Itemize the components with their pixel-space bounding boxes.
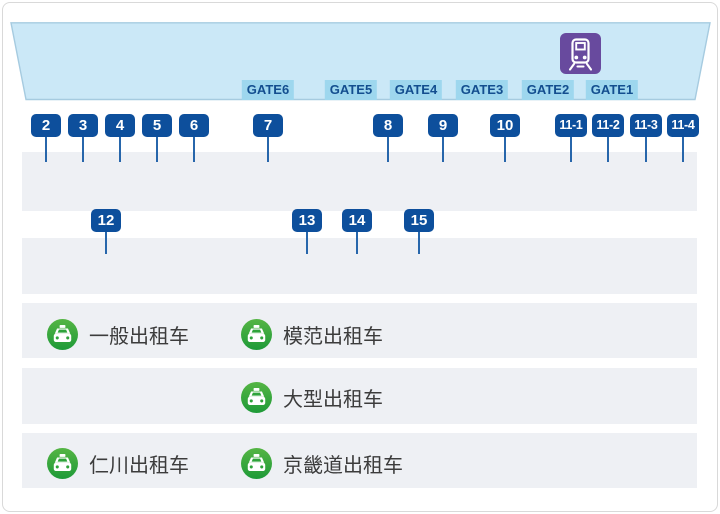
taxi-icon (47, 318, 78, 350)
taxi-band-3 (22, 433, 697, 488)
taxi-type-label: 模范出租车 (283, 325, 383, 348)
roadway-band-1 (22, 152, 697, 211)
stop-badge-11-1: 11-1 (555, 114, 587, 137)
stop-badge-11-4: 11-4 (667, 114, 699, 137)
stop-badge-11-3: 11-3 (630, 114, 662, 137)
stop-badge-8: 8 (373, 114, 403, 137)
stop-badge-10: 10 (490, 114, 520, 137)
train-icon (560, 33, 601, 74)
taxi-type-label: 大型出租车 (283, 388, 383, 411)
gate-label-1: GATE1 (585, 80, 639, 100)
gate-label-5: GATE5 (324, 80, 378, 100)
stop-badge-9: 9 (428, 114, 458, 137)
taxi-icon (47, 447, 78, 479)
gate-label-3: GATE3 (455, 80, 509, 100)
stop-badge-7: 7 (253, 114, 283, 137)
taxi-type-label: 京畿道出租车 (283, 454, 403, 477)
stop-badge-12: 12 (91, 209, 121, 232)
stop-badge-5: 5 (142, 114, 172, 137)
stop-badge-11-2: 11-2 (592, 114, 624, 137)
stop-badge-13: 13 (292, 209, 322, 232)
taxi-icon (241, 447, 272, 479)
stop-badge-3: 3 (68, 114, 98, 137)
taxi-band-2 (22, 368, 697, 424)
legend-deluxe-taxi: 模范出租车 (241, 318, 383, 350)
stop-badge-6: 6 (179, 114, 209, 137)
stop-badge-2: 2 (31, 114, 61, 137)
legend-general-taxi: 一般出租车 (47, 318, 189, 350)
gate-label-2: GATE2 (521, 80, 575, 100)
roadway-band-2 (22, 238, 697, 294)
taxi-icon (241, 381, 272, 413)
gate-label-4: GATE4 (389, 80, 443, 100)
taxi-type-label: 仁川出租车 (89, 454, 189, 477)
taxi-type-label: 一般出租车 (89, 325, 189, 348)
gate-label-6: GATE6 (241, 80, 295, 100)
legend-gyeonggi-taxi: 京畿道出租车 (241, 447, 403, 479)
stop-badge-15: 15 (404, 209, 434, 232)
stop-badge-4: 4 (105, 114, 135, 137)
legend-large-taxi: 大型出租车 (241, 381, 383, 413)
taxi-band-1 (22, 303, 697, 358)
taxi-icon (241, 318, 272, 350)
legend-incheon-taxi: 仁川出租车 (47, 447, 189, 479)
stop-badge-14: 14 (342, 209, 372, 232)
